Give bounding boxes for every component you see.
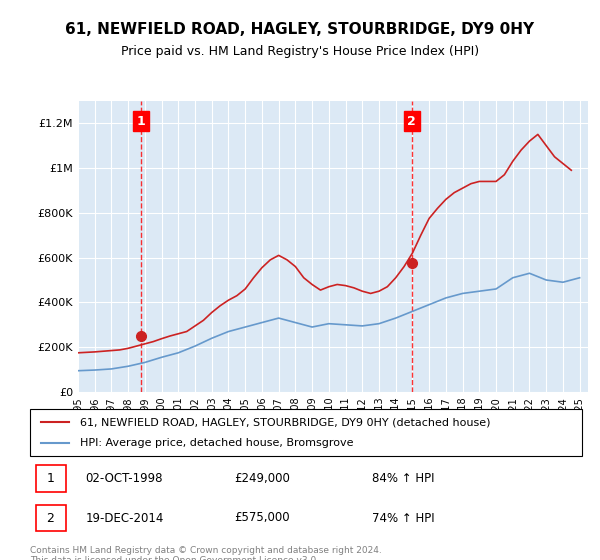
Text: HPI: Average price, detached house, Bromsgrove: HPI: Average price, detached house, Brom… [80, 438, 353, 448]
FancyBboxPatch shape [35, 505, 66, 531]
Text: 2: 2 [407, 115, 416, 128]
Text: 61, NEWFIELD ROAD, HAGLEY, STOURBRIDGE, DY9 0HY: 61, NEWFIELD ROAD, HAGLEY, STOURBRIDGE, … [65, 22, 535, 38]
Text: 84% ↑ HPI: 84% ↑ HPI [372, 472, 435, 486]
FancyBboxPatch shape [30, 409, 582, 456]
Text: 19-DEC-2014: 19-DEC-2014 [85, 511, 164, 525]
Text: 1: 1 [46, 472, 55, 486]
Text: 74% ↑ HPI: 74% ↑ HPI [372, 511, 435, 525]
Text: 02-OCT-1998: 02-OCT-1998 [85, 472, 163, 486]
Text: Price paid vs. HM Land Registry's House Price Index (HPI): Price paid vs. HM Land Registry's House … [121, 45, 479, 58]
Text: 1: 1 [136, 115, 145, 128]
Text: £575,000: £575,000 [234, 511, 290, 525]
Text: Contains HM Land Registry data © Crown copyright and database right 2024.
This d: Contains HM Land Registry data © Crown c… [30, 546, 382, 560]
Text: 61, NEWFIELD ROAD, HAGLEY, STOURBRIDGE, DY9 0HY (detached house): 61, NEWFIELD ROAD, HAGLEY, STOURBRIDGE, … [80, 417, 490, 427]
Text: 2: 2 [46, 511, 55, 525]
FancyBboxPatch shape [35, 465, 66, 492]
Text: £249,000: £249,000 [234, 472, 290, 486]
